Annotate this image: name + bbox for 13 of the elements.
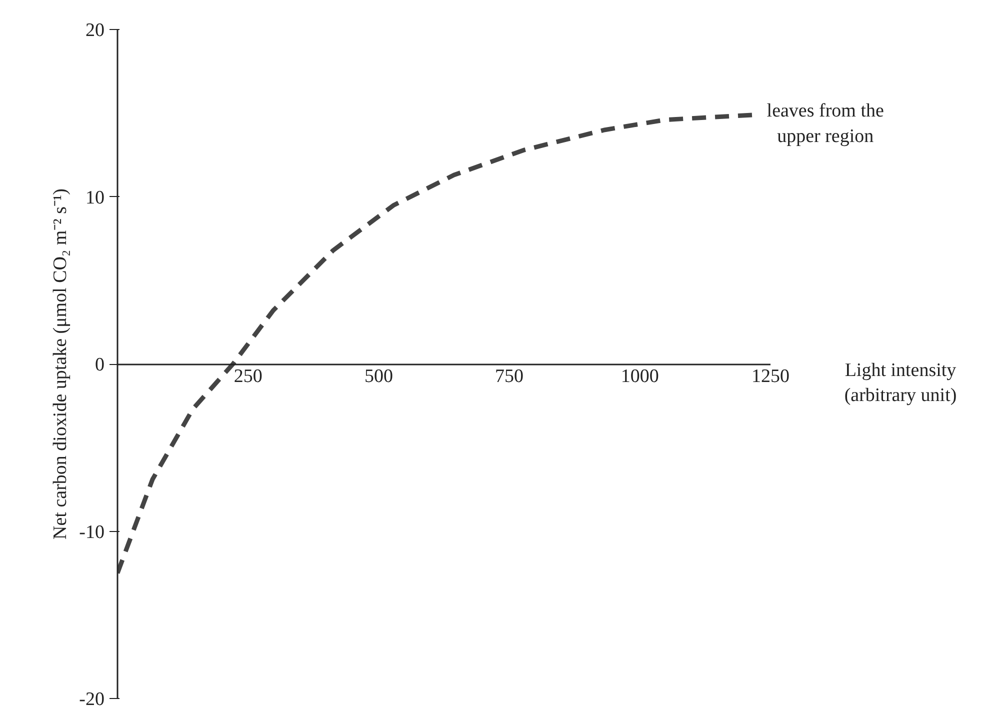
x-tick-label: 500 [364,366,393,387]
x-tick-label: 750 [495,366,524,387]
x-axis-title: Light intensity (arbitrary unit) [844,360,957,406]
y-tick-label: -20 [79,689,104,710]
series-label: leaves from the upper region [766,100,884,147]
y-tick-label: -10 [79,522,104,543]
x-tick-label: 250 [234,366,262,387]
x-tick-label: 1250 [752,366,790,387]
y-tick-label: 20 [86,20,104,41]
y-tick-label: 10 [86,187,104,208]
y-tick-label: 0 [95,354,104,376]
y-axis-title: Net carbon dioxide uptake (μmol CO₂ m⁻² s⁻¹) [50,188,72,540]
x-tick-label: 1000 [620,366,659,387]
